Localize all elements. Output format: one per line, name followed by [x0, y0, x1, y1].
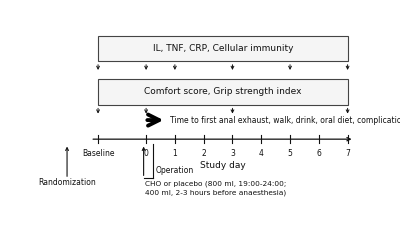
Text: Time to first anal exhaust, walk, drink, oral diet, complication: Time to first anal exhaust, walk, drink,…: [170, 116, 400, 125]
Text: CHO or placebo (800 ml, 19:00-24:00;
400 ml, 2-3 hours before anaesthesia): CHO or placebo (800 ml, 19:00-24:00; 400…: [145, 181, 286, 196]
Text: 5: 5: [288, 149, 292, 158]
Text: Operation: Operation: [155, 166, 194, 175]
Text: Randomization: Randomization: [38, 178, 96, 187]
Text: Comfort score, Grip strength index: Comfort score, Grip strength index: [144, 87, 302, 97]
FancyBboxPatch shape: [98, 79, 348, 105]
FancyBboxPatch shape: [98, 36, 348, 61]
Text: 3: 3: [230, 149, 235, 158]
Text: 2: 2: [201, 149, 206, 158]
Text: Baseline: Baseline: [82, 149, 114, 158]
Text: IL, TNF, CRP, Cellular immunity: IL, TNF, CRP, Cellular immunity: [152, 44, 293, 53]
Text: Study day: Study day: [200, 161, 246, 170]
Text: 6: 6: [316, 149, 321, 158]
Text: 0: 0: [144, 149, 148, 158]
Text: 4: 4: [259, 149, 264, 158]
Text: 7: 7: [345, 149, 350, 158]
Text: 1: 1: [172, 149, 177, 158]
